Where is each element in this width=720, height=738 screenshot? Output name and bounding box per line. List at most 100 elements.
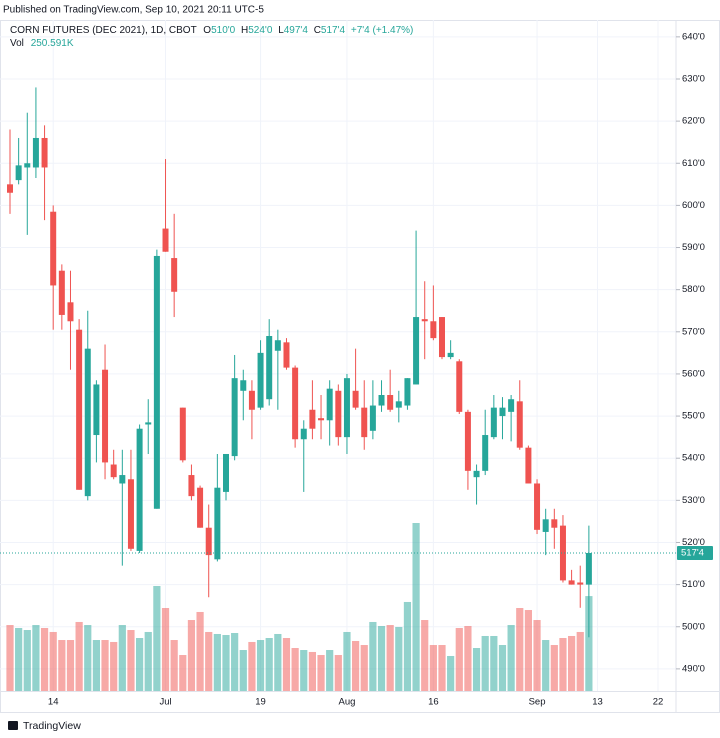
candle-body <box>119 475 126 484</box>
candle-body <box>32 137 39 168</box>
volume-bar <box>542 640 550 691</box>
candle-body <box>559 525 566 581</box>
candle-body <box>231 378 238 457</box>
candle-body <box>274 340 281 351</box>
volume-bar <box>110 641 118 691</box>
x-tick-label: Sep <box>529 697 546 708</box>
volume-bar <box>412 523 420 691</box>
y-tick-label: 640'0 <box>682 31 705 42</box>
candle-body <box>568 580 575 585</box>
volume-bar <box>153 585 161 691</box>
candle-body <box>171 258 178 292</box>
volume-bar <box>248 641 256 691</box>
volume-bar <box>308 651 316 691</box>
x-tick-label: Jul <box>159 697 171 708</box>
candle-body <box>464 411 471 471</box>
candle-body <box>266 336 273 400</box>
published: Published on TradingView.com, Sep 10, 20… <box>3 5 264 16</box>
y-tick-label: 520'0 <box>682 537 705 548</box>
candle-body <box>447 352 454 358</box>
y-tick-label: 560'0 <box>682 368 705 379</box>
candle-body <box>387 395 394 410</box>
volume-bar <box>568 635 576 691</box>
volume-bar <box>447 655 455 691</box>
candle-body <box>102 369 109 463</box>
volume-header: Vol 250.591K <box>10 38 74 49</box>
volume-bar <box>472 648 481 691</box>
volume-bar <box>127 630 135 691</box>
candle-body <box>335 390 342 438</box>
legend-key: O <box>203 25 211 36</box>
candle-body <box>516 401 523 448</box>
candle-body <box>15 165 22 181</box>
candle-body <box>309 409 316 429</box>
candle-body <box>404 378 411 406</box>
candle-body <box>24 163 31 168</box>
candle-body <box>577 582 584 585</box>
candle-body <box>318 418 325 421</box>
x-tick-label: Aug <box>339 697 356 708</box>
volume-bar <box>576 631 584 691</box>
legend-value: 524'0 <box>248 25 273 36</box>
volume-bar <box>75 621 83 691</box>
candle-body <box>551 519 558 528</box>
candle-body <box>257 352 264 408</box>
volume-bar <box>92 640 100 691</box>
candles <box>7 87 592 638</box>
candle-body <box>127 479 134 549</box>
volume-bar <box>144 631 152 691</box>
y-tick-label: 550'0 <box>682 411 705 422</box>
last-price-label: 517'4 <box>681 548 704 559</box>
y-tick-label: 630'0 <box>682 74 705 85</box>
candle-body <box>369 405 376 431</box>
candle-body <box>326 388 333 421</box>
volume-bar <box>585 596 593 691</box>
volume-bar <box>343 631 351 691</box>
volume-bar <box>533 620 541 691</box>
candle-body <box>378 395 385 406</box>
legend-key: H <box>241 25 248 36</box>
candle-body <box>352 390 359 408</box>
legend-value: 497'4 <box>284 25 309 36</box>
volume-bar <box>101 640 109 691</box>
volume-title: Vol <box>10 38 24 49</box>
legend-value: 517'4 <box>321 25 346 36</box>
candle-body <box>490 407 497 438</box>
volume <box>6 523 593 691</box>
y-tick-label: 590'0 <box>682 242 705 253</box>
candle-body <box>58 270 65 315</box>
volume-bar <box>32 625 40 691</box>
candle-body <box>248 390 255 410</box>
legend-value: 510'0 <box>211 25 236 36</box>
volume-bar <box>282 638 291 691</box>
change: +7'4 (+1.47%) <box>351 25 414 36</box>
candle-body <box>499 407 506 417</box>
volume-bar <box>507 625 515 691</box>
volume-bar <box>196 611 204 691</box>
candle-body <box>67 302 74 322</box>
candle-body <box>585 553 592 585</box>
y-tick-label: 510'0 <box>682 579 705 590</box>
candle-body <box>525 447 532 484</box>
volume-bar <box>550 645 558 691</box>
candle-body <box>508 399 515 412</box>
candle-body <box>214 487 221 560</box>
volume-bar <box>222 635 230 691</box>
candle-body <box>300 428 307 440</box>
volume-bar <box>421 620 429 691</box>
volume-bar <box>490 635 498 691</box>
candle-body <box>76 329 83 490</box>
candle-body <box>110 464 117 478</box>
volume-bar <box>395 626 403 691</box>
volume-bar <box>300 650 308 691</box>
x-tick-label: 13 <box>592 697 603 708</box>
footer: TradingView <box>23 720 81 732</box>
candle-body <box>41 137 48 168</box>
volume-bar <box>256 640 265 691</box>
volume-bar <box>352 640 360 691</box>
volume-bar <box>213 633 221 691</box>
y-tick-label: 540'0 <box>682 453 705 464</box>
y-tick-label: 500'0 <box>682 621 705 632</box>
